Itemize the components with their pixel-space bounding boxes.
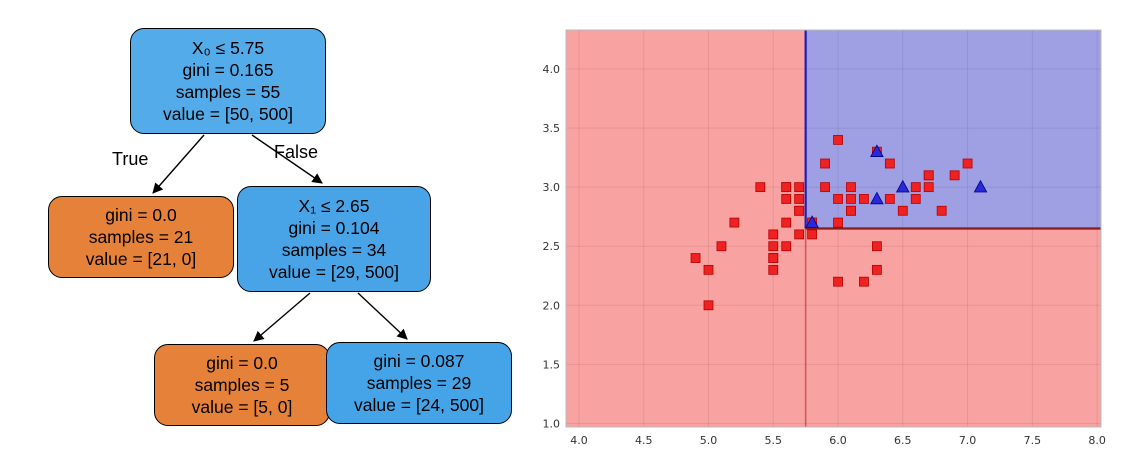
data-point-square (716, 241, 727, 252)
data-point-square (781, 182, 792, 193)
edge-label-false: False (274, 142, 319, 162)
x-tick-label: 5.0 (700, 434, 718, 447)
data-point-square (794, 182, 805, 193)
data-point-square (871, 264, 882, 275)
x-tick-label: 8.0 (1088, 434, 1106, 447)
data-point-triangle (805, 215, 819, 228)
tree-node-leaf-true: gini = 0.0 samples = 21 value = [21, 0] (48, 196, 234, 278)
data-point-square (846, 194, 856, 204)
node-value: value = [21, 0] (85, 249, 197, 269)
tree-edge (251, 134, 323, 184)
node-samples: samples = 55 (175, 82, 281, 102)
node-gini: gini = 0.087 (373, 351, 465, 371)
x-tick-label: 7.0 (959, 434, 977, 447)
data-point-square (833, 194, 843, 204)
tree-edge (357, 292, 408, 340)
x-tick-label: 7.5 (1024, 434, 1041, 447)
data-point-square (846, 182, 856, 193)
x-tick-label: 4.0 (570, 434, 588, 447)
data-point-square (833, 217, 843, 228)
node-value: value = [5, 0] (191, 397, 293, 417)
data-point-square (781, 194, 792, 204)
y-tick-label: 3.5 (543, 122, 561, 135)
y-tick-label: 2.0 (543, 299, 561, 312)
data-point-triangle (895, 179, 910, 193)
tree-edges-canvas (152, 134, 408, 342)
scatter-canvas: 4.0 4.5 5.0 5.5 6.0 6.5 7.0 7.5 8.0 1.0 1.5 2.0 2.5 3… (543, 29, 1106, 447)
data-point-square (768, 241, 779, 252)
data-point-square (820, 158, 830, 169)
data-point-square (936, 205, 947, 216)
data-point-square (910, 182, 921, 193)
data-point-square (923, 182, 934, 193)
node-gini: gini = 0.0 (105, 205, 177, 225)
data-point-square (807, 229, 818, 240)
node-gini: gini = 0.0 (206, 353, 278, 373)
data-point-square (871, 241, 882, 252)
plot-border (565, 29, 1102, 428)
tree-node-split-right: X₁ ≤ 2.65 gini = 0.104 samples = 34 valu… (237, 186, 431, 292)
node-samples: samples = 29 (366, 373, 472, 393)
data-point-square (923, 170, 934, 181)
data-point-square (703, 300, 714, 311)
data-point-square (884, 158, 895, 169)
data-point-square (846, 205, 856, 216)
node-value: value = [29, 500] (269, 262, 399, 282)
data-point-square (729, 217, 740, 228)
x-tick-label: 6.0 (829, 434, 847, 447)
data-point-square (859, 276, 869, 287)
decision-tree: X₀ ≤ 5.75 gini = 0.165 samples = 55 valu… (0, 0, 540, 467)
data-point-square (884, 194, 895, 204)
data-point-square (690, 253, 701, 263)
x-tick-label: 5.5 (765, 434, 783, 447)
data-point-square (794, 229, 805, 240)
data-point-square (755, 182, 766, 193)
data-point-square (910, 194, 921, 204)
data-point-triangle (870, 144, 884, 157)
node-samples: samples = 5 (194, 375, 290, 395)
data-point-square (794, 194, 805, 204)
node-value: value = [50, 500] (163, 104, 293, 124)
node-gini: gini = 0.165 (182, 60, 274, 80)
y-tick-label: 4.0 (543, 63, 561, 76)
data-point-square (781, 217, 792, 228)
data-point-square (781, 241, 792, 252)
data-point-triangle (973, 179, 988, 193)
node-samples: samples = 34 (281, 240, 387, 260)
node-condition: X₀ ≤ 5.75 (191, 38, 265, 58)
y-tick-label: 1.5 (543, 358, 561, 371)
node-gini: gini = 0.104 (288, 218, 380, 238)
node-samples: samples = 21 (88, 227, 194, 247)
node-value: value = [24, 500] (354, 395, 484, 415)
data-point-square (833, 134, 843, 145)
edge-label-true: True (112, 149, 149, 169)
data-point-square (794, 205, 805, 216)
tree-node-root: X₀ ≤ 5.75 gini = 0.165 samples = 55 valu… (130, 28, 326, 134)
data-point-square (768, 229, 779, 240)
x-tick-label: 6.5 (894, 434, 912, 447)
data-point-square (703, 264, 714, 275)
x-tick-label: 4.5 (635, 434, 653, 447)
data-point-square (897, 205, 908, 216)
data-point-square (962, 158, 973, 169)
y-tick-label: 3.0 (543, 181, 561, 194)
y-tick-label: 2.5 (543, 240, 561, 253)
tree-edge (152, 134, 205, 194)
data-point-square (820, 182, 830, 193)
data-point-square (768, 253, 779, 263)
node-condition: X₁ ≤ 2.65 (298, 196, 370, 216)
tree-edge (253, 292, 311, 342)
data-point-triangle (870, 191, 884, 205)
data-point-square (833, 276, 843, 287)
y-tick-label: 1.0 (543, 417, 561, 430)
tree-node-leaf-right: gini = 0.087 samples = 29 value = [24, 5… (326, 342, 512, 424)
decision-regions-plot: 4.0 4.5 5.0 5.5 6.0 6.5 7.0 7.5 8.0 1.0 1.5 2.0 2.5 3… (534, 24, 1117, 466)
data-point-square (859, 194, 869, 204)
data-point-square (949, 170, 960, 181)
data-point-square (768, 264, 779, 275)
tree-node-leaf-mid: gini = 0.0 samples = 5 value = [5, 0] (154, 344, 330, 426)
